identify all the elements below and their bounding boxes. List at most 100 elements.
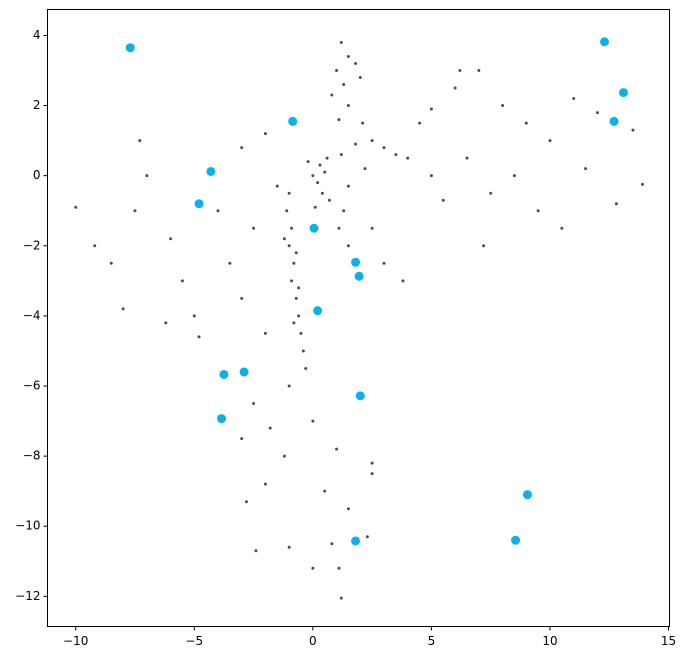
point [482,244,486,248]
point [501,104,505,108]
point [346,104,350,108]
point [252,402,256,406]
point [458,68,462,72]
highlight-point [219,369,229,379]
point [306,160,310,164]
point [282,237,286,241]
highlight-point [217,414,227,424]
point [292,261,296,265]
point [292,321,296,325]
highlight-point [288,116,298,126]
point [275,184,279,188]
point [290,226,294,230]
highlight-point [522,490,532,500]
point [287,545,291,549]
highlight-point [194,199,204,209]
point [304,366,308,370]
point [74,205,78,209]
point [572,97,576,101]
y-tick-label: −6 [23,379,41,393]
point [394,153,398,157]
highlight-point [351,536,361,546]
y-tick-label: −8 [23,449,41,463]
x-tick-label: −5 [185,634,203,648]
point [254,549,258,553]
point [335,447,339,451]
point [318,163,322,167]
point [418,121,422,125]
y-tick-label: −4 [23,308,41,322]
point [311,566,315,570]
point [282,454,286,458]
point [240,146,244,150]
point [164,321,168,325]
point [268,426,272,430]
point [316,181,320,185]
point [311,419,315,423]
point [548,139,552,143]
point [441,198,445,202]
point [354,61,358,65]
plot-frame [47,9,670,627]
point [263,132,267,136]
highlight-point [125,43,135,53]
point [346,54,350,58]
point [361,121,365,125]
point [287,244,291,248]
point [325,156,329,160]
point [489,191,493,195]
point [323,170,327,174]
point [252,226,256,230]
point [346,244,350,248]
point [453,86,457,90]
point [406,156,410,160]
point [354,142,358,146]
point [337,566,341,570]
point [401,279,405,283]
point [382,146,386,150]
point [640,182,644,186]
highlight-point [600,37,610,47]
point [133,209,137,213]
point [477,68,481,72]
point [631,128,635,132]
point [335,68,339,72]
point [287,191,291,195]
point [109,261,113,265]
point [313,205,317,209]
highlight-point [618,88,628,98]
point [370,139,374,143]
x-tick-label: 5 [428,634,436,648]
point [524,121,528,125]
point [169,237,173,241]
point [228,261,232,265]
point [337,118,341,122]
point [339,40,343,44]
y-tick-label: 4 [33,28,41,42]
point [339,596,343,600]
y-tick-label: −2 [23,238,41,252]
point [330,542,334,546]
point [584,167,588,171]
point [263,482,267,486]
point [311,174,315,178]
point [323,489,327,493]
x-tick-label: −10 [63,634,88,648]
point [512,174,516,178]
x-tick-label: 10 [542,634,557,648]
point [337,226,341,230]
point [297,286,301,290]
y-tick-label: −12 [15,589,40,603]
point [287,384,291,388]
point [294,251,298,255]
point [240,437,244,441]
point [263,331,267,335]
point [370,472,374,476]
point [192,314,196,318]
point [299,331,303,335]
point [382,261,386,265]
y-tick-label: −10 [15,519,40,533]
point [216,209,220,213]
point [429,107,433,111]
